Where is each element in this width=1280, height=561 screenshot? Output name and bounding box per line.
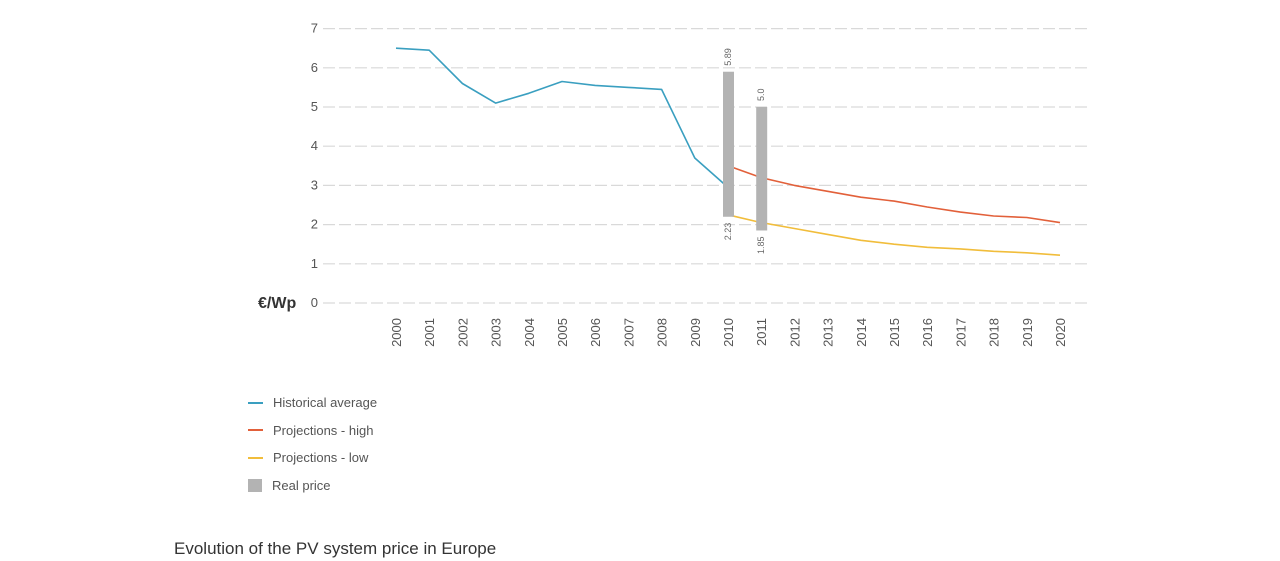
legend-item-projection-low: Projections - low <box>248 444 377 472</box>
y-tick-label: 6 <box>311 60 318 75</box>
x-tick-label: 2008 <box>655 318 670 347</box>
legend-swatch-projection-low <box>248 456 263 459</box>
x-tick-label: 2010 <box>721 318 736 347</box>
x-tick-label: 2003 <box>489 318 504 347</box>
series-line-0 <box>395 47 729 188</box>
legend-item-real-price: Real price <box>248 472 377 500</box>
x-tick-label: 2019 <box>1020 318 1035 347</box>
series-line-2 <box>727 214 1061 256</box>
x-tick-label: 2012 <box>787 318 802 347</box>
y-tick-label: 4 <box>311 138 318 153</box>
real-price-bars: 5.89 2.23 5.0 1.85 <box>723 48 768 254</box>
y-tick-label: 5 <box>311 99 318 114</box>
x-tick-label: 2000 <box>389 318 404 347</box>
real-price-high-label: 5.89 <box>723 48 733 66</box>
y-axis-unit-label: €/Wp <box>258 295 296 312</box>
legend-swatch-real-price <box>248 478 262 492</box>
real-price-bar-1 <box>756 107 768 231</box>
x-tick-label: 2016 <box>920 318 935 347</box>
x-tick-label: 2009 <box>688 318 703 347</box>
x-axis-ticks: 2000 2001 2002 2003 2004 2005 2006 2007 2008 2009… <box>389 318 1068 347</box>
x-tick-label: 2015 <box>887 318 902 347</box>
x-tick-label: 2006 <box>588 318 603 347</box>
legend-item-projection-high: Projections - high <box>248 417 377 445</box>
real-price-bar-0 <box>723 71 734 217</box>
x-tick-label: 2020 <box>1053 318 1068 347</box>
y-tick-label: 1 <box>311 256 318 271</box>
real-price-high-label: 5.0 <box>756 88 766 101</box>
x-tick-label: 2007 <box>621 318 636 347</box>
legend-swatch-projection-high <box>248 429 263 432</box>
x-tick-label: 2013 <box>821 318 836 347</box>
y-tick-label: 0 <box>311 295 318 310</box>
x-tick-label: 2004 <box>522 318 537 347</box>
gridlines <box>323 28 1090 304</box>
x-tick-label: 2011 <box>754 318 769 346</box>
legend-item-historical: Historical average <box>248 389 377 417</box>
legend-label-projection-low: Projections - low <box>273 450 369 466</box>
x-tick-label: 2014 <box>854 318 869 347</box>
series-line-1 <box>727 165 1061 224</box>
x-tick-label: 2002 <box>455 318 470 347</box>
legend-swatch-historical <box>248 401 263 404</box>
x-tick-label: 2005 <box>555 318 570 347</box>
legend-label-real-price: Real price <box>272 477 331 493</box>
x-tick-label: 2018 <box>987 318 1002 347</box>
legend-label-projection-high: Projections - high <box>273 422 374 438</box>
y-tick-label: 3 <box>311 177 318 192</box>
figure-caption: Evolution of the PV system price in Euro… <box>174 539 497 558</box>
real-price-low-label: 2.23 <box>723 223 733 241</box>
series-lines <box>395 47 1061 256</box>
x-tick-label: 2001 <box>422 318 437 347</box>
x-tick-label: 2017 <box>953 318 968 347</box>
legend: Historical average Projections - high Pr… <box>248 389 377 499</box>
y-tick-label: 2 <box>311 217 318 232</box>
y-tick-label: 7 <box>311 21 318 36</box>
y-axis-ticks: 0 1 2 3 4 5 6 7 <box>311 21 318 310</box>
legend-label-historical: Historical average <box>273 395 378 411</box>
real-price-low-label: 1.85 <box>756 236 766 254</box>
